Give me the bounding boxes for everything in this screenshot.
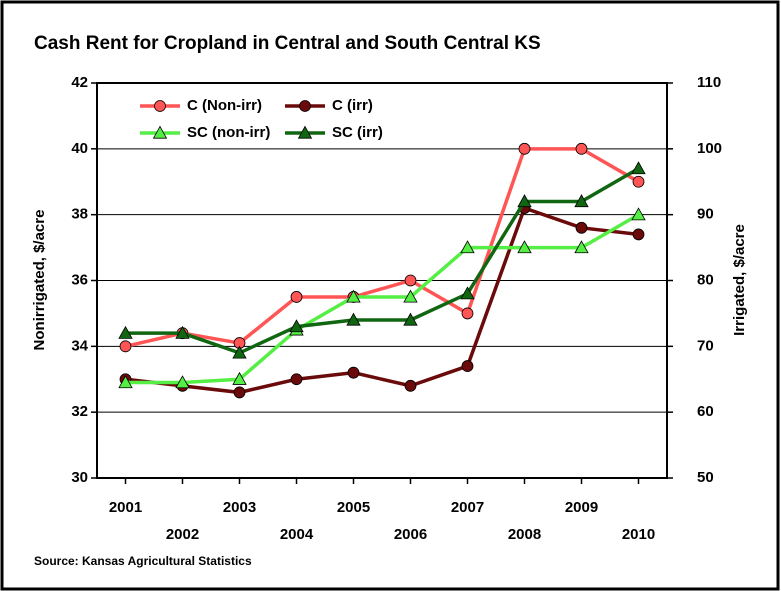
data-point — [118, 325, 133, 339]
y-axis-label: Nonirrigated, $/acre — [31, 210, 48, 351]
legend-marker — [297, 125, 313, 139]
x-tick-label: 2004 — [280, 526, 314, 543]
x-tick-label: 2010 — [622, 526, 655, 543]
data-point — [517, 194, 532, 208]
x-tick-label: 2006 — [394, 526, 427, 543]
data-point — [232, 371, 247, 385]
data-point — [518, 142, 531, 155]
series-line — [125, 205, 639, 395]
data-point — [289, 319, 304, 333]
legend-label: SC (irr) — [332, 124, 383, 141]
x-tick-label: 2003 — [223, 499, 256, 516]
y2-axis-label: Irrigated, $/acre — [731, 224, 748, 336]
data-point — [175, 325, 190, 339]
data-point — [232, 345, 247, 359]
data-point — [461, 307, 474, 320]
x-tick-label: 2007 — [451, 499, 484, 516]
legend-label: C (Non-irr) — [187, 97, 262, 114]
legend-marker — [154, 100, 166, 112]
y2-tick-label: 100 — [697, 140, 722, 157]
data-point — [575, 142, 588, 155]
y-tick-label: 38 — [71, 206, 88, 223]
data-point — [175, 375, 190, 389]
data-point — [461, 360, 474, 372]
chart-title: Cash Rent for Cropland in Central and So… — [34, 33, 541, 54]
y2-tick-label: 110 — [697, 74, 721, 91]
data-point — [631, 161, 646, 175]
x-tick-label: 2009 — [565, 499, 598, 516]
x-tick-label: 2005 — [337, 499, 370, 516]
data-point — [404, 379, 417, 392]
data-point — [631, 207, 646, 221]
series-line — [125, 167, 640, 355]
data-point — [233, 386, 246, 399]
data-point — [404, 274, 417, 287]
x-tick-label: 2002 — [166, 526, 199, 543]
x-tick-label: 2001 — [109, 499, 142, 516]
data-point — [290, 373, 303, 386]
y-tick-label: 42 — [71, 74, 88, 91]
data-point — [346, 312, 361, 326]
y-tick-label: 40 — [71, 140, 88, 157]
data-point — [403, 289, 418, 303]
plot-area — [96, 82, 668, 479]
data-point — [290, 291, 303, 303]
x-tick-label: 2008 — [508, 526, 541, 543]
y-tick-label: 36 — [71, 271, 88, 288]
y2-tick-label: 60 — [697, 403, 714, 420]
y-tick-label: 34 — [71, 337, 88, 354]
y-tick-label: 32 — [71, 403, 88, 420]
data-point — [517, 240, 532, 254]
y2-tick-label: 90 — [697, 206, 714, 223]
legend-label: C (irr) — [332, 97, 373, 114]
data-point — [346, 289, 361, 303]
legend-label: SC (non-irr) — [187, 124, 270, 141]
y2-tick-label: 80 — [697, 271, 714, 288]
source: Source: Kansas Agricultural Statistics — [34, 554, 252, 568]
legend-marker — [152, 125, 168, 139]
data-point — [575, 221, 588, 234]
data-point — [574, 194, 589, 208]
data-point — [347, 366, 360, 379]
data-point — [403, 312, 418, 326]
y2-tick-label: 70 — [697, 337, 714, 354]
data-point — [118, 375, 133, 389]
data-point — [632, 175, 645, 188]
legend-marker — [299, 100, 311, 112]
data-point — [460, 286, 475, 300]
data-point — [632, 228, 645, 241]
y-tick-label: 30 — [71, 469, 88, 486]
data-point — [460, 240, 475, 254]
data-point — [119, 340, 132, 353]
y2-tick-label: 50 — [697, 469, 714, 486]
series-line — [125, 147, 640, 349]
data-point — [574, 240, 589, 254]
series-line — [125, 213, 640, 385]
